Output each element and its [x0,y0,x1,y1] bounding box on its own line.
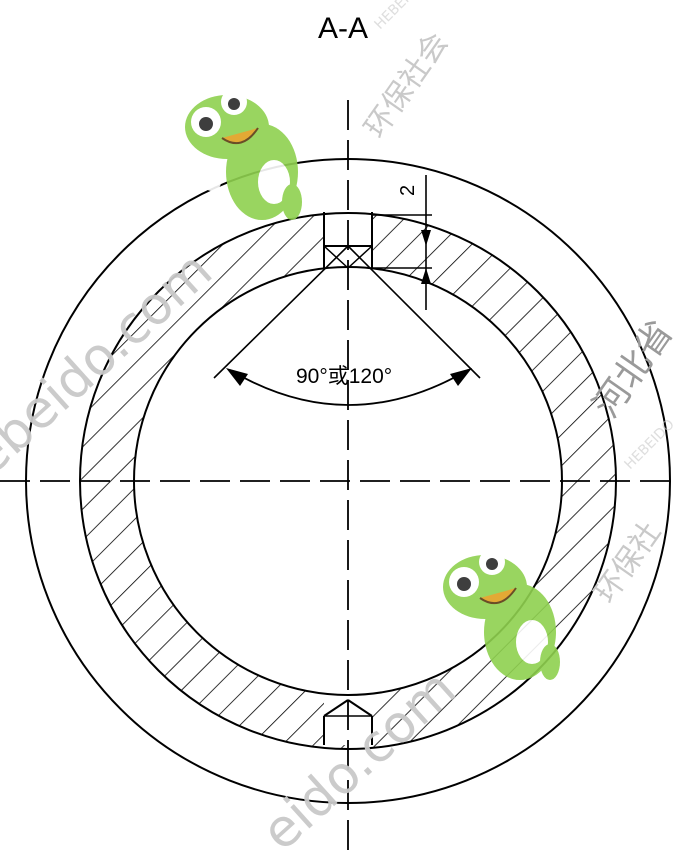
angle-label: 90°或120° [296,365,392,388]
angle-dimension-arc [229,369,469,406]
cone-line-right [347,245,481,379]
depth-arrow-bottom [421,268,431,284]
frog-mascot-icon [185,82,302,220]
angle-arrow-right [450,368,472,386]
section-title: A-A [318,12,368,45]
angle-arrow-left [226,368,248,386]
cone-line-left [213,245,349,379]
depth-arrow-top [421,230,431,246]
bottom-cone-groove [323,699,373,745]
depth-dimension-value: 2 [397,185,419,196]
frog-mascot-icon [443,542,560,680]
